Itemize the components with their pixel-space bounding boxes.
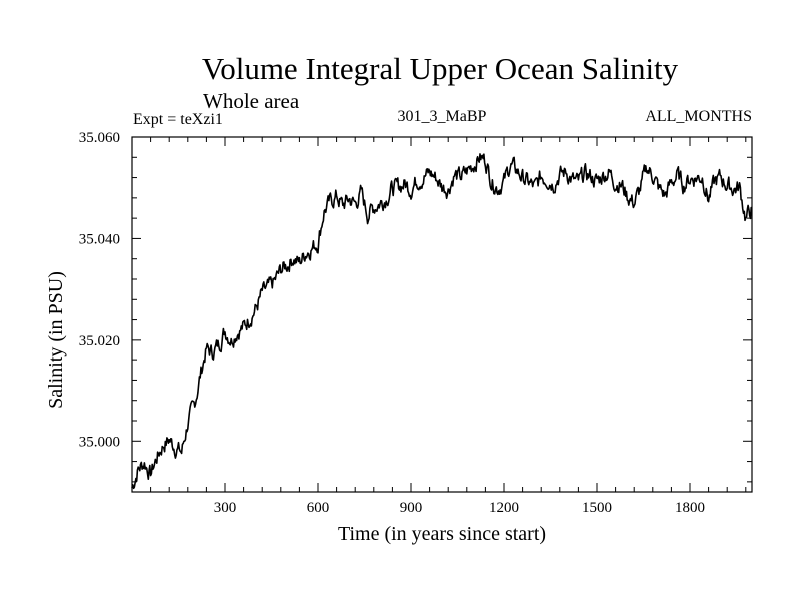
y-tick-label: 35.000 bbox=[79, 434, 120, 450]
plot-frame bbox=[131, 136, 753, 493]
x-tick-label: 1500 bbox=[582, 500, 612, 516]
x-tick-label: 900 bbox=[400, 500, 423, 516]
y-tick-label: 35.060 bbox=[79, 130, 120, 146]
x-tick-label: 1200 bbox=[489, 500, 519, 516]
y-axis-title: Salinity (in PSU) bbox=[45, 271, 67, 409]
y-tick-label: 35.040 bbox=[79, 231, 120, 247]
months-label: ALL_MONTHS bbox=[645, 108, 752, 125]
run-label: 301_3_MaBP bbox=[398, 108, 487, 125]
plot-area: 300 600 900 1200 1500 1800 35.000 35.020 35.040 3… bbox=[79, 130, 753, 516]
experiment-label: Expt = teXzi1 bbox=[133, 111, 223, 128]
x-axis-title: Time (in years since start) bbox=[338, 523, 546, 545]
salinity-series-line bbox=[131, 153, 753, 490]
y-tick-label: 35.020 bbox=[79, 333, 120, 349]
x-tick-label: 1800 bbox=[675, 500, 705, 516]
x-tick-label: 300 bbox=[214, 500, 237, 516]
chart-subtitle: Whole area bbox=[203, 89, 300, 113]
x-tick-label: 600 bbox=[307, 500, 330, 516]
chart-title: Volume Integral Upper Ocean Salinity bbox=[202, 51, 679, 86]
